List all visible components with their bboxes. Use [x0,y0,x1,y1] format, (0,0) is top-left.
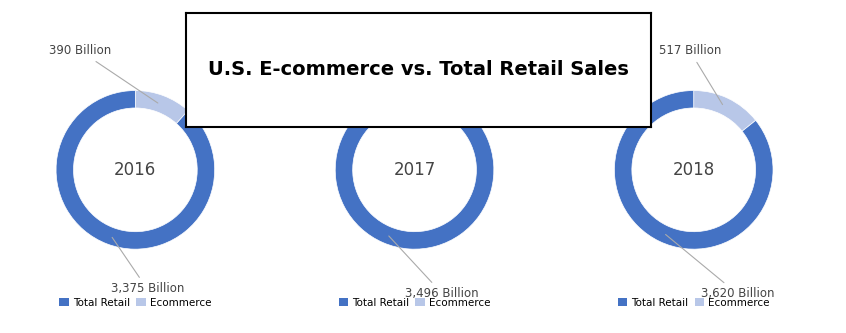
Text: 390 Billion: 390 Billion [49,44,158,103]
Text: 2017: 2017 [393,161,436,179]
Wedge shape [694,91,755,131]
Text: 3,375 Billion: 3,375 Billion [111,237,184,295]
Legend: Total Retail, Ecommerce: Total Retail, Ecommerce [613,293,774,312]
Legend: Total Retail, Ecommerce: Total Retail, Ecommerce [55,293,216,312]
Wedge shape [135,91,188,124]
Text: 3,496 Billion: 3,496 Billion [389,236,479,300]
Text: 2018: 2018 [673,161,715,179]
Wedge shape [335,91,494,249]
Text: U.S. E-commerce vs. Total Retail Sales: U.S. E-commerce vs. Total Retail Sales [208,60,629,80]
Wedge shape [56,91,215,249]
Text: 3,620 Billion: 3,620 Billion [666,234,774,300]
Text: 517 Billion: 517 Billion [658,44,722,105]
Wedge shape [614,91,773,249]
Legend: Total Retail, Ecommerce: Total Retail, Ecommerce [334,293,495,312]
Wedge shape [415,91,472,127]
Text: 453 Billion: 453 Billion [380,44,442,103]
Text: 2016: 2016 [114,161,157,179]
